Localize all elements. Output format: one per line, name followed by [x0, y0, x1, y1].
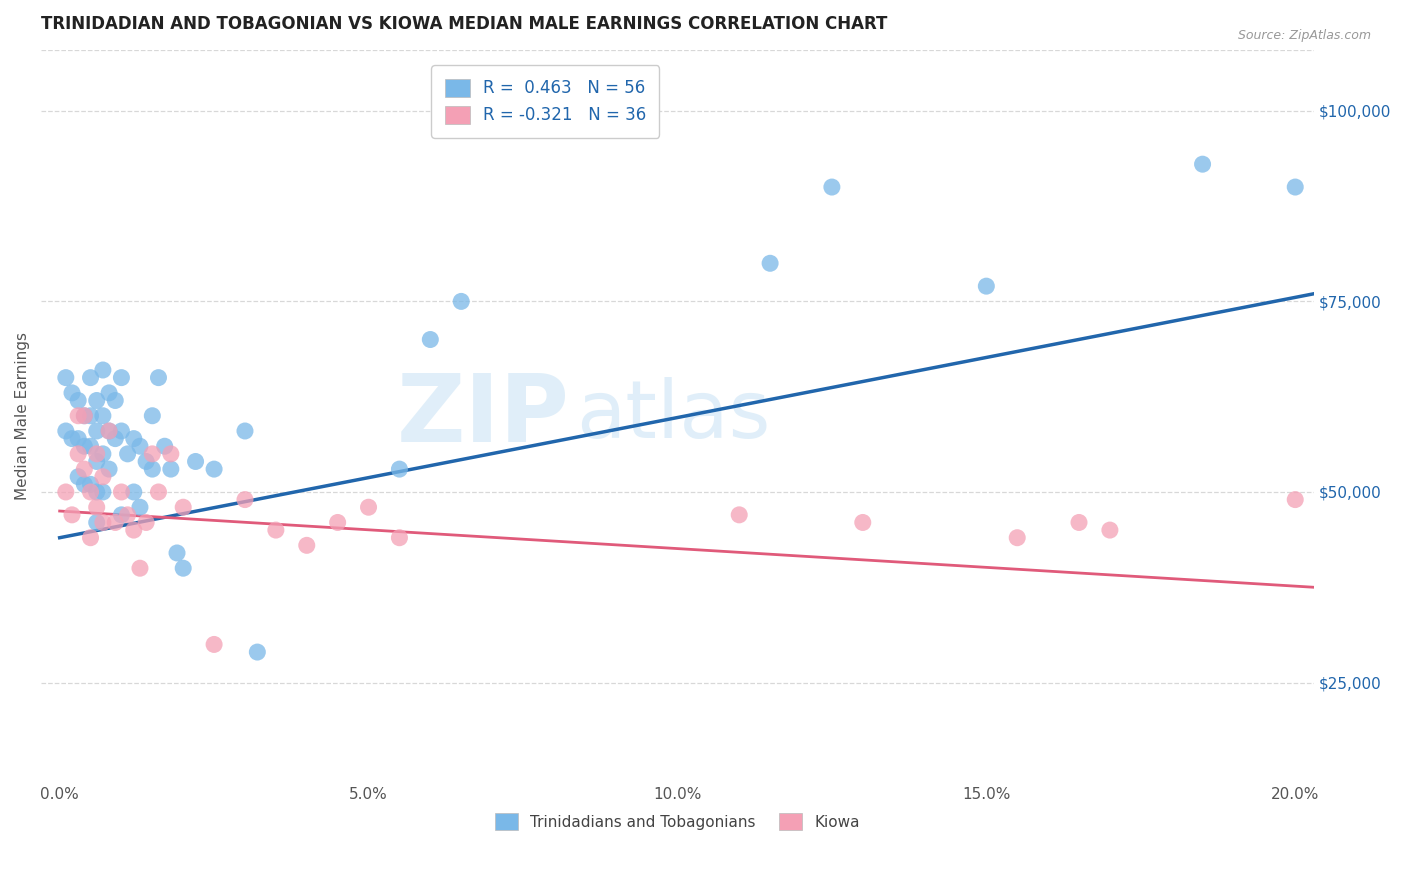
Point — [1191, 157, 1213, 171]
Point — [55, 485, 77, 500]
Point — [122, 432, 145, 446]
Point — [135, 516, 157, 530]
Point — [110, 370, 132, 384]
Point — [91, 516, 114, 530]
Point — [202, 462, 225, 476]
Point — [55, 370, 77, 384]
Point — [60, 385, 83, 400]
Point — [91, 469, 114, 483]
Point — [110, 508, 132, 522]
Point — [79, 485, 101, 500]
Point — [419, 333, 441, 347]
Point — [104, 516, 127, 530]
Text: ZIP: ZIP — [396, 370, 569, 462]
Point — [129, 500, 152, 515]
Point — [86, 454, 108, 468]
Point — [148, 485, 170, 500]
Point — [233, 492, 256, 507]
Point — [160, 447, 183, 461]
Point — [73, 477, 96, 491]
Point — [104, 432, 127, 446]
Text: Source: ZipAtlas.com: Source: ZipAtlas.com — [1237, 29, 1371, 42]
Point — [73, 462, 96, 476]
Point — [86, 447, 108, 461]
Legend: Trinidadians and Tobagonians, Kiowa: Trinidadians and Tobagonians, Kiowa — [489, 807, 866, 836]
Point — [86, 500, 108, 515]
Point — [202, 637, 225, 651]
Point — [141, 462, 163, 476]
Point — [104, 393, 127, 408]
Point — [129, 561, 152, 575]
Point — [86, 516, 108, 530]
Point — [73, 409, 96, 423]
Point — [264, 523, 287, 537]
Point — [1284, 180, 1306, 194]
Point — [759, 256, 782, 270]
Point — [1284, 492, 1306, 507]
Point — [295, 538, 318, 552]
Point — [67, 393, 90, 408]
Point — [135, 454, 157, 468]
Point — [73, 439, 96, 453]
Point — [60, 508, 83, 522]
Point — [67, 432, 90, 446]
Point — [450, 294, 472, 309]
Point — [86, 393, 108, 408]
Point — [172, 561, 194, 575]
Point — [67, 447, 90, 461]
Point — [110, 485, 132, 500]
Point — [79, 477, 101, 491]
Point — [852, 516, 875, 530]
Point — [60, 432, 83, 446]
Point — [184, 454, 207, 468]
Point — [122, 485, 145, 500]
Point — [86, 424, 108, 438]
Point — [129, 439, 152, 453]
Point — [153, 439, 176, 453]
Point — [55, 424, 77, 438]
Point — [233, 424, 256, 438]
Point — [326, 516, 349, 530]
Point — [1067, 516, 1090, 530]
Text: TRINIDADIAN AND TOBAGONIAN VS KIOWA MEDIAN MALE EARNINGS CORRELATION CHART: TRINIDADIAN AND TOBAGONIAN VS KIOWA MEDI… — [41, 15, 887, 33]
Point — [110, 424, 132, 438]
Point — [79, 409, 101, 423]
Point — [91, 363, 114, 377]
Point — [976, 279, 998, 293]
Point — [160, 462, 183, 476]
Y-axis label: Median Male Earnings: Median Male Earnings — [15, 332, 30, 500]
Point — [148, 370, 170, 384]
Point — [67, 469, 90, 483]
Point — [79, 439, 101, 453]
Text: atlas: atlas — [575, 376, 770, 455]
Point — [728, 508, 751, 522]
Point — [98, 424, 121, 438]
Point — [388, 531, 411, 545]
Point — [98, 424, 121, 438]
Point — [79, 531, 101, 545]
Point — [98, 462, 121, 476]
Point — [172, 500, 194, 515]
Point — [91, 485, 114, 500]
Point — [141, 447, 163, 461]
Point — [141, 409, 163, 423]
Point — [246, 645, 269, 659]
Point — [117, 447, 139, 461]
Point — [357, 500, 380, 515]
Point — [122, 523, 145, 537]
Point — [91, 409, 114, 423]
Point — [73, 409, 96, 423]
Point — [821, 180, 844, 194]
Point — [1005, 531, 1028, 545]
Point — [67, 409, 90, 423]
Point — [79, 370, 101, 384]
Point — [388, 462, 411, 476]
Point — [98, 385, 121, 400]
Point — [86, 485, 108, 500]
Point — [91, 447, 114, 461]
Point — [117, 508, 139, 522]
Point — [166, 546, 188, 560]
Point — [1098, 523, 1121, 537]
